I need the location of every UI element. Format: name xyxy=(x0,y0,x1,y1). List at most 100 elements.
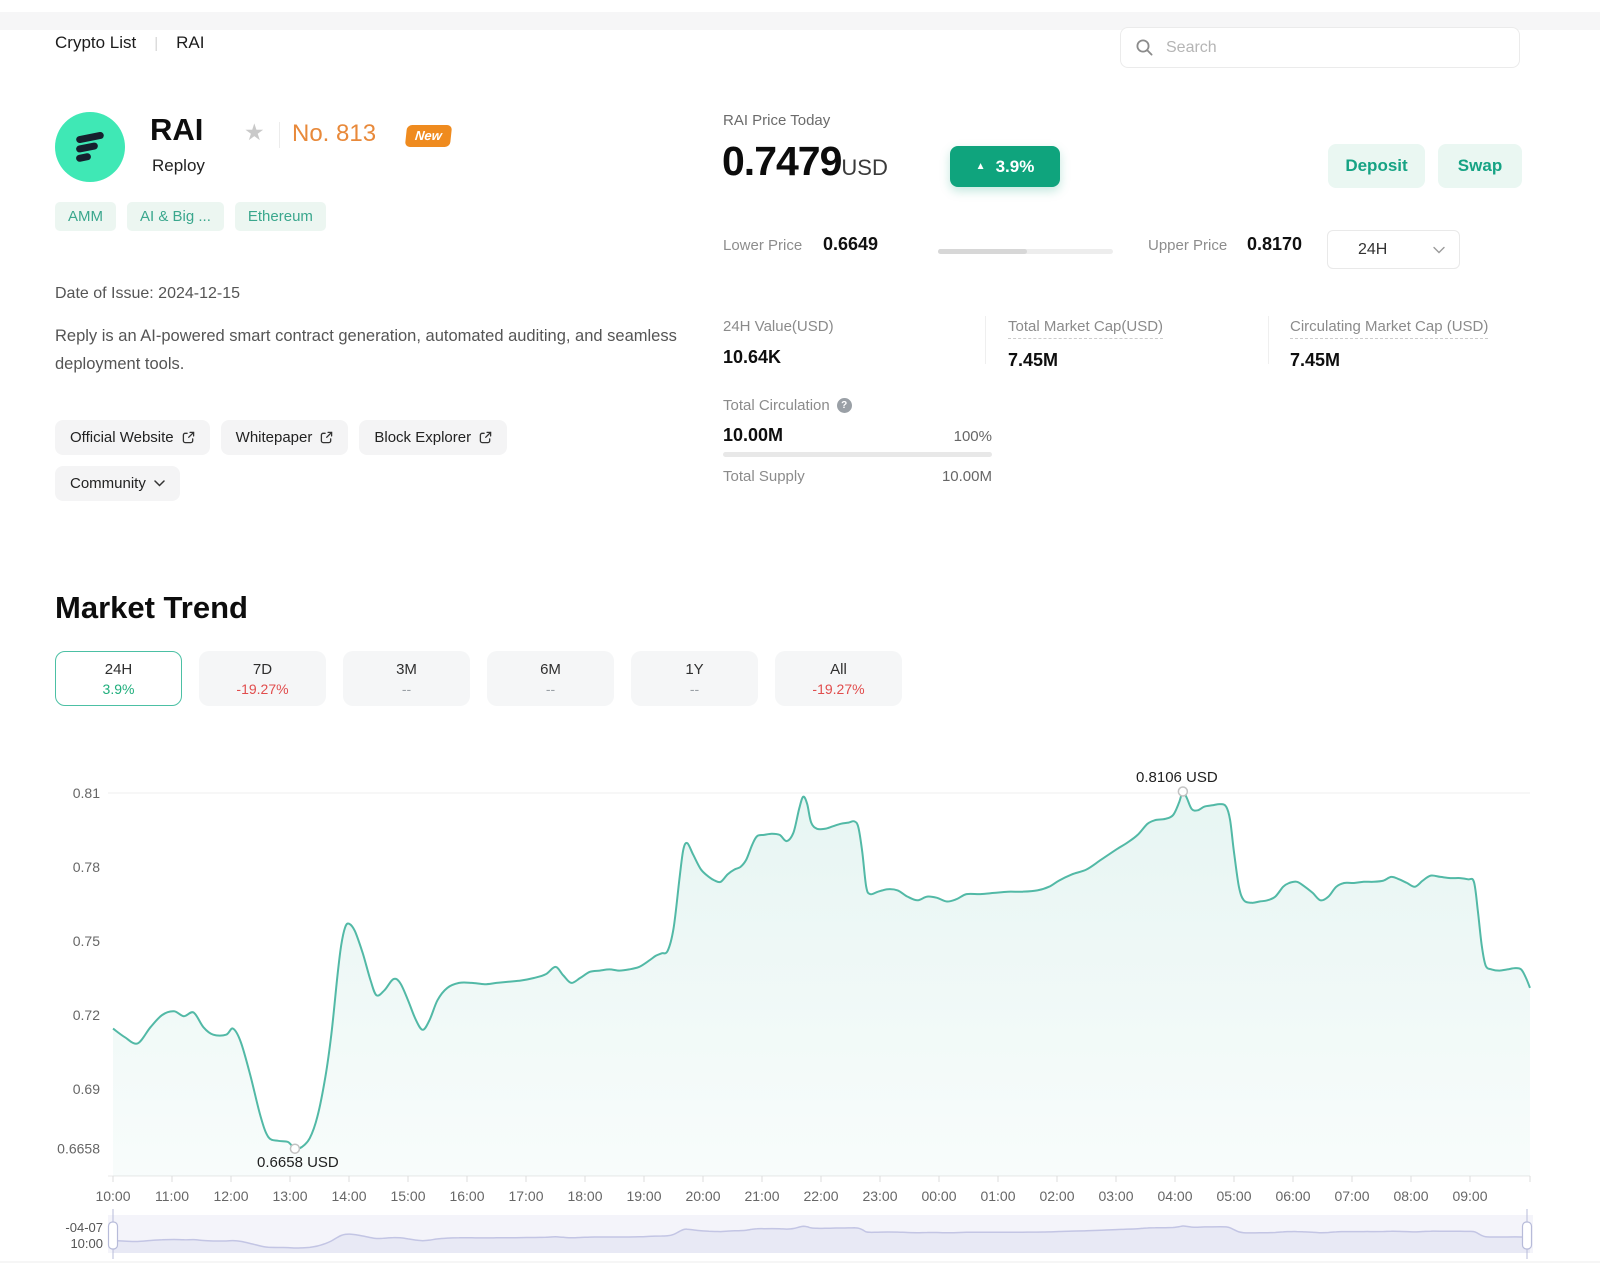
official-website-button[interactable]: Official Website xyxy=(55,420,210,455)
price-range-fill xyxy=(938,249,1028,254)
svg-text:01:00: 01:00 xyxy=(980,1188,1015,1204)
external-link-icon xyxy=(479,431,492,444)
up-triangle-icon: ▲ xyxy=(975,161,986,172)
total-circulation-label: Total Circulation ? xyxy=(723,397,852,414)
svg-text:21:00: 21:00 xyxy=(744,1188,779,1204)
tab-label: 24H xyxy=(104,660,133,678)
svg-text:03:00: 03:00 xyxy=(1098,1188,1133,1204)
deposit-button[interactable]: Deposit xyxy=(1328,144,1425,188)
top-strip xyxy=(0,12,1600,30)
block-explorer-button[interactable]: Block Explorer xyxy=(359,420,508,455)
navigator-left-handle[interactable] xyxy=(107,1221,119,1250)
period-tabs: 24H 3.9% 7D -19.27% 3M -- 6M -- 1Y -- Al… xyxy=(55,651,902,706)
price-today-title: RAI Price Today xyxy=(723,112,831,129)
svg-text:02:00: 02:00 xyxy=(1039,1188,1074,1204)
svg-text:0.72: 0.72 xyxy=(73,1007,100,1023)
whitepaper-label: Whitepaper xyxy=(235,429,313,446)
stat-value: 7.45M xyxy=(1290,350,1341,370)
tab-7d[interactable]: 7D -19.27% xyxy=(199,651,326,706)
stat-total-market-cap: Total Market Cap(USD) 7.45M xyxy=(1008,318,1164,371)
official-website-label: Official Website xyxy=(70,429,174,446)
tab-change: -19.27% xyxy=(812,680,865,697)
svg-text:13:00: 13:00 xyxy=(272,1188,307,1204)
tab-change: 3.9% xyxy=(102,680,135,697)
svg-text:20:00: 20:00 xyxy=(685,1188,720,1204)
circulation-progress-bar xyxy=(723,452,992,457)
market-trend-title: Market Trend xyxy=(55,590,248,625)
block-explorer-label: Block Explorer xyxy=(374,429,472,446)
svg-text:14:00: 14:00 xyxy=(331,1188,366,1204)
circulation-percent: 100% xyxy=(953,428,992,445)
upper-price-label: Upper Price xyxy=(1148,237,1228,254)
svg-text:08:00: 08:00 xyxy=(1393,1188,1428,1204)
search-input[interactable] xyxy=(1164,37,1505,58)
price-change-badge: ▲ 3.9% xyxy=(950,146,1060,187)
total-supply-value: 10.00M xyxy=(941,468,992,485)
range-period-select[interactable]: 24H xyxy=(1327,230,1460,269)
external-link-icon xyxy=(182,431,195,444)
tab-label: 7D xyxy=(252,660,273,678)
breadcrumb-crypto-list[interactable]: Crypto List xyxy=(55,33,137,52)
market-trend-chart-area: 0.81 0.78 0.75 0.72 0.69 0.6658 10:00 11:00 12:0… xyxy=(0,740,1600,1284)
external-links: Official Website Whitepaper Block Explor… xyxy=(55,420,508,455)
stat-24h-value: 24H Value(USD) 10.64K xyxy=(723,318,834,368)
svg-text:09:00: 09:00 xyxy=(1452,1188,1487,1204)
tab-6m[interactable]: 6M -- xyxy=(487,651,614,706)
svg-text:05:00: 05:00 xyxy=(1216,1188,1251,1204)
tab-24h[interactable]: 24H 3.9% xyxy=(55,651,182,706)
breadcrumb-separator: | xyxy=(154,34,159,52)
favorite-star-icon[interactable]: ★ xyxy=(244,119,265,145)
whitepaper-button[interactable]: Whitepaper xyxy=(220,420,349,455)
help-icon[interactable]: ? xyxy=(836,398,852,413)
token-rank: No. 813 xyxy=(292,120,377,147)
svg-text:23:00: 23:00 xyxy=(862,1188,897,1204)
divider xyxy=(985,316,986,364)
svg-text:10:00: 10:00 xyxy=(95,1188,130,1204)
total-circulation-value: 10.00M xyxy=(723,425,784,445)
tab-1y[interactable]: 1Y -- xyxy=(631,651,758,706)
community-button[interactable]: Community xyxy=(55,466,180,501)
tag-amm[interactable]: AMM xyxy=(55,202,116,231)
stat-label: Total Market Cap(USD) xyxy=(1008,318,1164,339)
lower-price-value: 0.6649 xyxy=(823,234,879,254)
tag-ai-big-data[interactable]: AI & Big ... xyxy=(127,202,224,231)
search-box[interactable] xyxy=(1120,27,1520,68)
external-link-icon xyxy=(320,431,333,444)
total-supply-label: Total Supply xyxy=(723,468,805,485)
breadcrumb-current: RAI xyxy=(176,33,205,52)
svg-text:07:00: 07:00 xyxy=(1334,1188,1369,1204)
tab-label: 6M xyxy=(540,660,561,678)
svg-text:17:00: 17:00 xyxy=(508,1188,543,1204)
svg-text:0.69: 0.69 xyxy=(73,1081,100,1097)
svg-text:16:00: 16:00 xyxy=(449,1188,484,1204)
swap-button[interactable]: Swap xyxy=(1438,144,1522,188)
range-period-value: 24H xyxy=(1358,240,1388,258)
date-of-issue: Date of Issue: 2024-12-15 xyxy=(55,285,241,302)
token-description: Reply is an AI-powered smart contract ge… xyxy=(55,327,677,373)
svg-text:18:00: 18:00 xyxy=(567,1188,602,1204)
svg-text:-04-07: -04-07 xyxy=(65,1220,103,1235)
stat-label: Circulating Market Cap (USD) xyxy=(1290,318,1489,339)
svg-text:00:00: 00:00 xyxy=(921,1188,956,1204)
tag-ethereum[interactable]: Ethereum xyxy=(234,202,326,231)
svg-text:0.81: 0.81 xyxy=(73,785,100,801)
stat-circulating-market-cap: Circulating Market Cap (USD) 7.45M xyxy=(1290,318,1489,371)
tab-all[interactable]: All -19.27% xyxy=(775,651,902,706)
divider xyxy=(279,122,280,148)
market-trend-chart[interactable]: 0.81 0.78 0.75 0.72 0.69 0.6658 10:00 11:00 12:0… xyxy=(0,740,1600,1284)
svg-text:10:00: 10:00 xyxy=(70,1236,103,1251)
community-label: Community xyxy=(70,475,146,492)
current-price: 0.7479USD xyxy=(722,138,888,185)
price-currency: USD xyxy=(841,155,888,180)
price-change-value: 3.9% xyxy=(995,156,1035,176)
price-range-slider xyxy=(938,249,1113,254)
tab-label: All xyxy=(830,660,847,678)
navigator-right-handle[interactable] xyxy=(1521,1221,1533,1250)
price-value: 0.7479 xyxy=(722,138,842,184)
tab-3m[interactable]: 3M -- xyxy=(343,651,470,706)
svg-text:0.8106 USD: 0.8106 USD xyxy=(1136,769,1218,786)
new-badge: New xyxy=(404,125,452,147)
tab-change: -- xyxy=(545,680,556,697)
